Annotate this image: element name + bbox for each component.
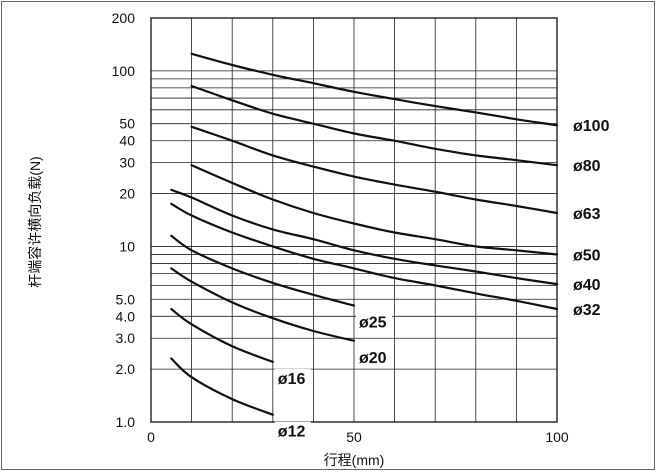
y-tick-label: 30 — [119, 155, 135, 171]
series-label-background — [570, 245, 606, 265]
x-axis-label: 行程(mm) — [324, 452, 385, 468]
series-curve — [170, 188, 559, 286]
series-curve — [170, 267, 356, 342]
y-tick-label: 10 — [119, 238, 135, 254]
x-tick-label: 100 — [545, 429, 569, 445]
series-label: ø25 — [359, 315, 387, 332]
series-label: ø80 — [573, 158, 601, 175]
curve-layer — [170, 52, 559, 416]
series-curve — [170, 202, 559, 311]
series-label-background — [356, 312, 392, 332]
series-label-background — [570, 116, 616, 136]
x-tick-label: 50 — [346, 429, 362, 445]
y-tick-label: 20 — [119, 186, 135, 202]
series-label: ø32 — [573, 302, 601, 319]
series-label: ø63 — [573, 206, 601, 223]
series-curve — [190, 52, 559, 127]
series-curve — [190, 84, 559, 167]
series-curve — [170, 307, 274, 363]
y-tick-label: 3.0 — [116, 330, 136, 346]
plot-border — [150, 17, 558, 423]
series-label-background — [570, 275, 606, 295]
y-tick-label: 50 — [119, 116, 135, 132]
series-curve — [190, 164, 559, 256]
series-curve — [190, 125, 559, 215]
series-label-background — [274, 421, 311, 441]
series-label-background — [356, 347, 392, 367]
series-label: ø20 — [359, 350, 387, 367]
series-label-background — [570, 300, 606, 320]
y-tick-label: 200 — [112, 10, 136, 26]
y-tick-label: 4.0 — [116, 308, 136, 324]
grid-layer — [151, 18, 557, 422]
series-label-background — [274, 368, 311, 388]
x-tick-label: 0 — [147, 429, 155, 445]
series-label: ø16 — [278, 371, 306, 388]
series-label-background — [570, 156, 606, 176]
y-tick-label: 1.0 — [116, 414, 136, 430]
series-label-background — [570, 204, 606, 224]
y-tick-label: 2.0 — [116, 361, 136, 377]
series-label: ø100 — [573, 118, 610, 135]
series-curve — [170, 357, 274, 416]
series-label: ø40 — [573, 277, 601, 294]
y-tick-label: 100 — [112, 63, 136, 79]
y-tick-label: 5.0 — [116, 291, 136, 307]
y-tick-label: 40 — [119, 133, 135, 149]
series-label: ø12 — [278, 424, 306, 441]
series-label: ø50 — [573, 247, 601, 264]
y-axis-label: 杆端容许横向负载(N) — [27, 156, 43, 287]
series-curve — [170, 234, 356, 307]
